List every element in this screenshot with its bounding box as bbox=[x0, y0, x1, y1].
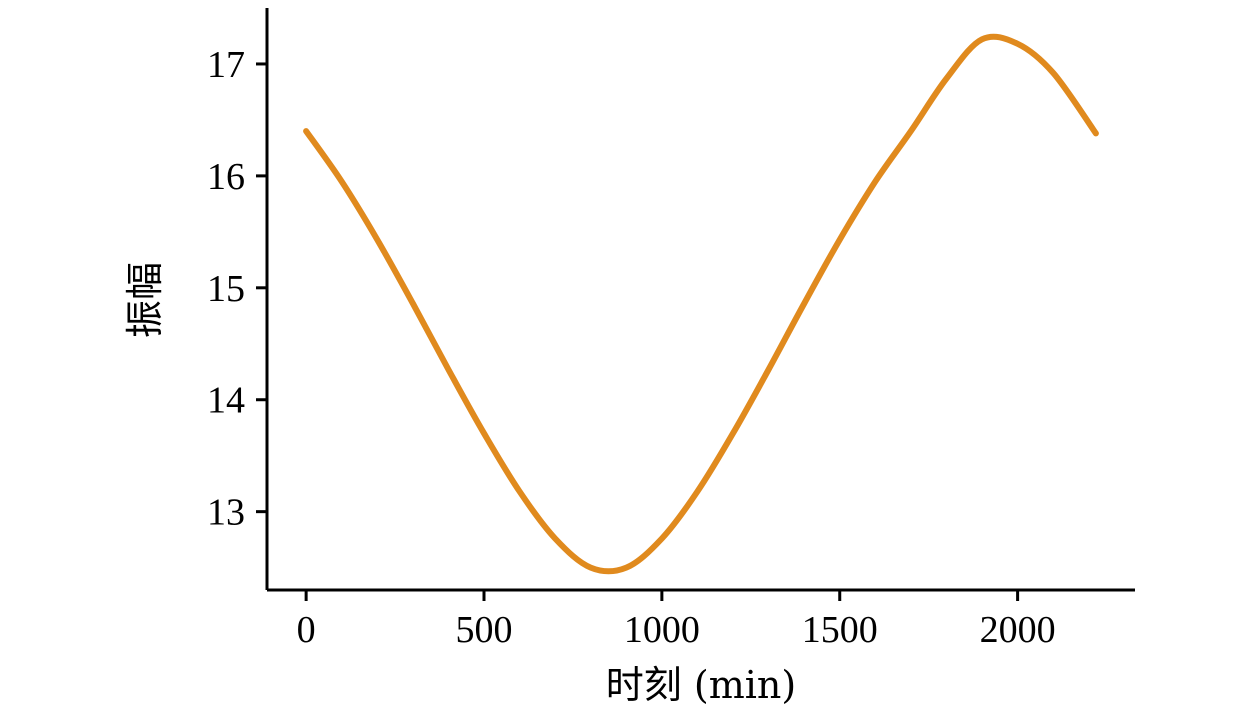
y-tick-label: 13 bbox=[207, 492, 245, 534]
x-tick-label: 1000 bbox=[624, 609, 700, 651]
axes bbox=[265, 8, 1135, 592]
x-tick-label: 0 bbox=[297, 609, 316, 651]
x-axis-title: 时刻 (min) bbox=[606, 663, 796, 707]
x-tick-label: 2000 bbox=[980, 609, 1056, 651]
plot-area bbox=[303, 33, 1099, 575]
x-tick-label: 1500 bbox=[802, 609, 878, 651]
y-axis-title: 振幅 bbox=[123, 262, 167, 338]
y-tick-label: 14 bbox=[207, 380, 245, 422]
y-tick-label: 15 bbox=[207, 268, 245, 310]
series-line bbox=[303, 33, 1099, 575]
x-ticks: 0 500 1000 1500 2000 bbox=[297, 590, 1056, 651]
y-ticks: 13 14 15 16 17 bbox=[207, 44, 267, 534]
y-tick-label: 16 bbox=[207, 156, 245, 198]
x-tick-label: 500 bbox=[456, 609, 513, 651]
y-tick-label: 17 bbox=[207, 44, 245, 86]
